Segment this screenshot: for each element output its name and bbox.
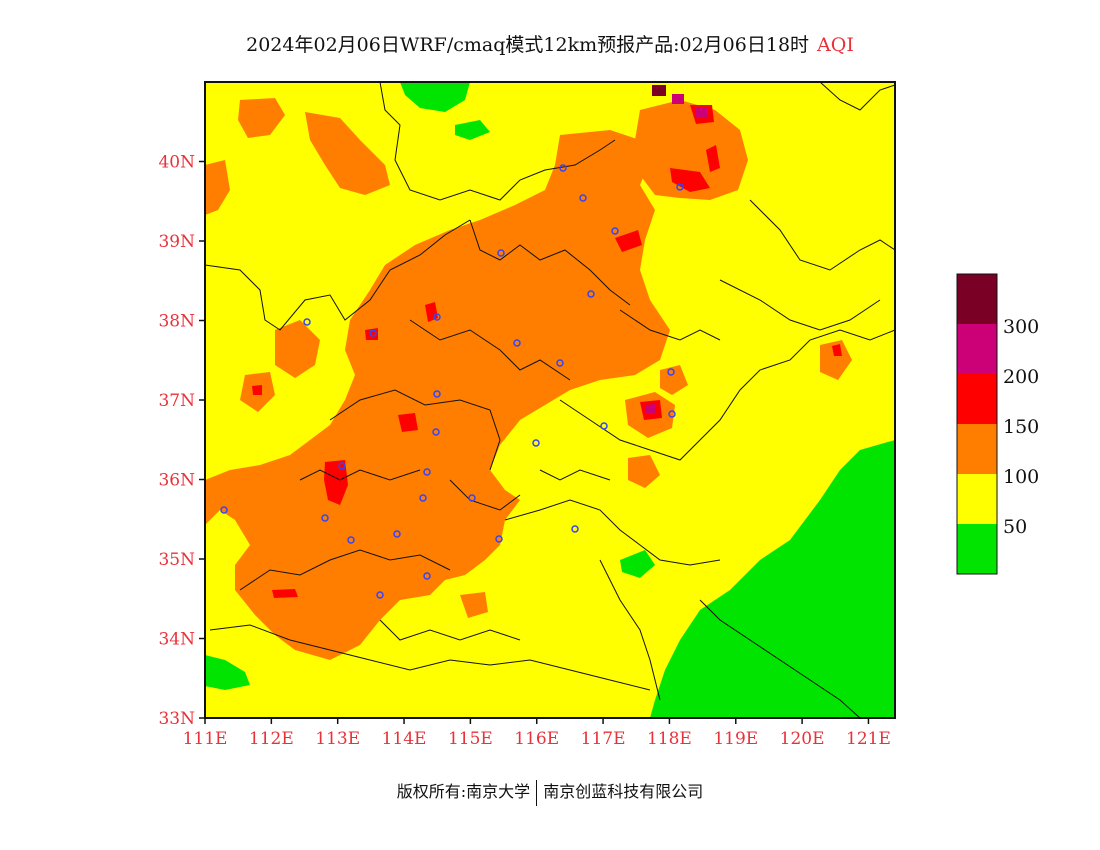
- lat-tick-label: 36N: [158, 471, 195, 491]
- orange-zone-northwest: [238, 98, 285, 138]
- latitude-ticks: 40N 39N 38N 37N 36N 35N 34N 33N: [158, 153, 205, 729]
- orange-zone-main: [205, 130, 670, 660]
- magenta-zone-north: [695, 108, 708, 118]
- legend-swatch-300-plus: [957, 274, 997, 324]
- city-markers: [220, 164, 684, 599]
- legend-swatch-0-50: [957, 524, 997, 574]
- footer-separator: [536, 779, 538, 806]
- lon-tick-label: 117E: [581, 729, 626, 749]
- green-zone-north: [400, 82, 470, 112]
- longitude-ticks: 111E 112E 113E 114E 115E 116E 117E 118E 119E 120E…: [183, 718, 891, 749]
- copyright-right: 南京创蓝科技有限公司: [543, 782, 704, 801]
- orange-zone-north-central: [305, 112, 390, 195]
- green-zone-north-small: [455, 120, 490, 140]
- lon-tick-label: 121E: [846, 729, 891, 749]
- copyright-left: 版权所有:南京大学: [396, 782, 531, 801]
- copyright-footer: 版权所有:南京大学 南京创蓝科技有限公司: [0, 778, 1100, 806]
- lat-tick-label: 37N: [158, 391, 195, 411]
- magenta-zone-north-2: [672, 94, 684, 104]
- orange-zone-west: [275, 320, 320, 378]
- red-zone-east: [832, 344, 842, 356]
- legend-label-200: 200: [1003, 366, 1039, 388]
- orange-zone-zibo: [660, 365, 688, 395]
- admin-boundaries: [205, 82, 895, 718]
- orange-zone-west-edge: [205, 160, 230, 215]
- legend-label-300: 300: [1003, 316, 1039, 338]
- lon-tick-label: 115E: [448, 729, 493, 749]
- lon-tick-label: 116E: [514, 729, 559, 749]
- legend-label-50: 50: [1003, 516, 1027, 538]
- lat-tick-label: 40N: [158, 153, 195, 173]
- maroon-zone-north: [652, 85, 666, 96]
- lon-tick-label: 119E: [713, 729, 758, 749]
- lat-tick-label: 33N: [158, 709, 195, 729]
- magenta-zone-jinan: [645, 404, 656, 414]
- red-zone-west: [252, 385, 262, 395]
- legend-label-100: 100: [1003, 466, 1039, 488]
- legend-swatch-150-200: [957, 374, 997, 424]
- orange-zone-east: [820, 340, 852, 380]
- legend-swatch-100-150: [957, 424, 997, 474]
- lon-tick-label: 118E: [647, 729, 692, 749]
- green-zone-southwest: [205, 655, 250, 690]
- lon-tick-label: 111E: [183, 729, 228, 749]
- lon-tick-label: 114E: [382, 729, 427, 749]
- lat-tick-label: 35N: [158, 550, 195, 570]
- orange-zone-south: [460, 592, 488, 618]
- lon-tick-label: 120E: [780, 729, 825, 749]
- lon-tick-label: 113E: [315, 729, 360, 749]
- title-variable: AQI: [817, 34, 854, 56]
- red-zone-tangshan: [670, 168, 710, 192]
- legend-swatch-200-300: [957, 324, 997, 374]
- orange-zone-northeast: [635, 100, 748, 200]
- title-main: 2024年02月06日WRF/cmaq模式12km预报产品:02月06日18时: [246, 34, 810, 56]
- lat-tick-label: 38N: [158, 312, 195, 332]
- green-zone-central-small: [620, 550, 655, 578]
- red-zone-baoding: [615, 230, 642, 252]
- legend-label-150: 150: [1003, 416, 1039, 438]
- red-zone-central: [398, 413, 418, 432]
- red-zone-chengde: [706, 145, 720, 172]
- lon-tick-label: 112E: [249, 729, 294, 749]
- orange-zone-linyi: [628, 455, 660, 488]
- red-zone-southwest: [324, 460, 348, 505]
- red-zone-south-band: [272, 589, 298, 598]
- lat-tick-label: 39N: [158, 232, 195, 252]
- legend-frame: [956, 273, 998, 575]
- lat-tick-label: 34N: [158, 630, 195, 650]
- green-zone-southeast: [650, 440, 895, 718]
- aqi-legend: 300 200 150 100 50: [956, 273, 1039, 575]
- map-field: [205, 82, 895, 718]
- legend-swatch-50-100: [957, 474, 997, 524]
- map-title: 2024年02月06日WRF/cmaq模式12km预报产品:02月06日18时 A…: [0, 30, 1100, 57]
